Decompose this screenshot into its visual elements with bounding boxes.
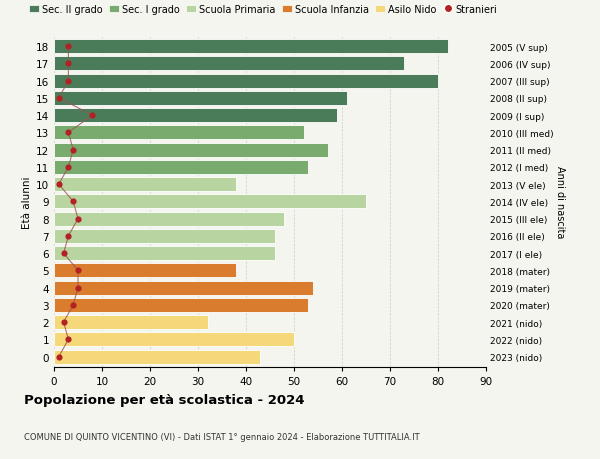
Bar	[54, 350, 260, 364]
Bar	[54, 246, 275, 261]
Text: COMUNE DI QUINTO VICENTINO (VI) - Dati ISTAT 1° gennaio 2024 - Elaborazione TUTT: COMUNE DI QUINTO VICENTINO (VI) - Dati I…	[24, 431, 419, 441]
Point	[54, 181, 64, 188]
Point	[68, 198, 78, 206]
Legend: Sec. II grado, Sec. I grado, Scuola Primaria, Scuola Infanzia, Asilo Nido, Stran: Sec. II grado, Sec. I grado, Scuola Prim…	[29, 5, 497, 15]
Bar	[54, 74, 438, 89]
Point	[68, 147, 78, 154]
Point	[64, 44, 73, 51]
Bar	[54, 298, 308, 312]
Point	[54, 353, 64, 361]
Bar	[54, 264, 236, 278]
Y-axis label: Età alunni: Età alunni	[22, 176, 32, 228]
Point	[73, 284, 83, 292]
Point	[64, 164, 73, 171]
Point	[64, 78, 73, 85]
Point	[64, 233, 73, 240]
Bar	[54, 281, 313, 295]
Point	[59, 250, 68, 257]
Bar	[54, 230, 275, 243]
Bar	[54, 195, 366, 209]
Bar	[54, 161, 308, 174]
Point	[64, 336, 73, 343]
Point	[64, 61, 73, 68]
Bar	[54, 40, 448, 54]
Bar	[54, 109, 337, 123]
Point	[73, 267, 83, 274]
Point	[54, 95, 64, 102]
Point	[59, 319, 68, 326]
Point	[73, 215, 83, 223]
Bar	[54, 333, 294, 347]
Bar	[54, 178, 236, 192]
Point	[68, 302, 78, 309]
Y-axis label: Anni di nascita: Anni di nascita	[555, 166, 565, 238]
Bar	[54, 92, 347, 106]
Bar	[54, 212, 284, 226]
Bar	[54, 126, 304, 140]
Bar	[54, 143, 328, 157]
Point	[64, 129, 73, 137]
Bar	[54, 57, 404, 71]
Point	[88, 112, 97, 120]
Text: Popolazione per età scolastica - 2024: Popolazione per età scolastica - 2024	[24, 393, 305, 406]
Bar	[54, 315, 208, 330]
